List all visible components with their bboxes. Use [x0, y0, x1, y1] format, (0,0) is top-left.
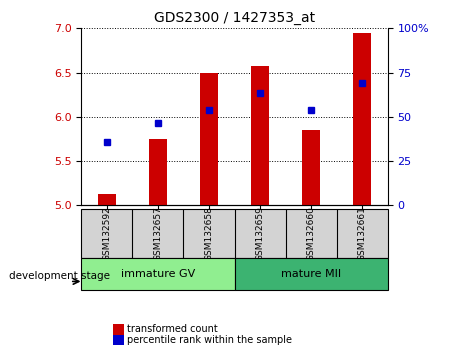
- Bar: [113, 335, 124, 345]
- Text: immature GV: immature GV: [121, 269, 195, 279]
- FancyBboxPatch shape: [235, 258, 388, 290]
- FancyBboxPatch shape: [81, 258, 235, 290]
- Bar: [200, 73, 218, 205]
- Bar: [113, 324, 124, 335]
- Text: GSM132661: GSM132661: [358, 206, 367, 261]
- Text: GSM132592: GSM132592: [102, 206, 111, 261]
- Text: GSM132657: GSM132657: [153, 206, 162, 261]
- Bar: [251, 67, 269, 205]
- Text: percentile rank within the sample: percentile rank within the sample: [127, 335, 292, 345]
- Bar: [302, 130, 320, 205]
- Bar: [98, 194, 115, 205]
- Bar: [149, 139, 167, 205]
- FancyBboxPatch shape: [81, 209, 388, 258]
- Text: development stage: development stage: [9, 271, 110, 281]
- Text: GSM132660: GSM132660: [307, 206, 316, 261]
- Text: transformed count: transformed count: [127, 324, 218, 334]
- Text: mature MII: mature MII: [281, 269, 341, 279]
- Text: GSM132659: GSM132659: [256, 206, 265, 261]
- Title: GDS2300 / 1427353_at: GDS2300 / 1427353_at: [154, 11, 315, 24]
- Text: GSM132658: GSM132658: [204, 206, 213, 261]
- Bar: [354, 33, 371, 205]
